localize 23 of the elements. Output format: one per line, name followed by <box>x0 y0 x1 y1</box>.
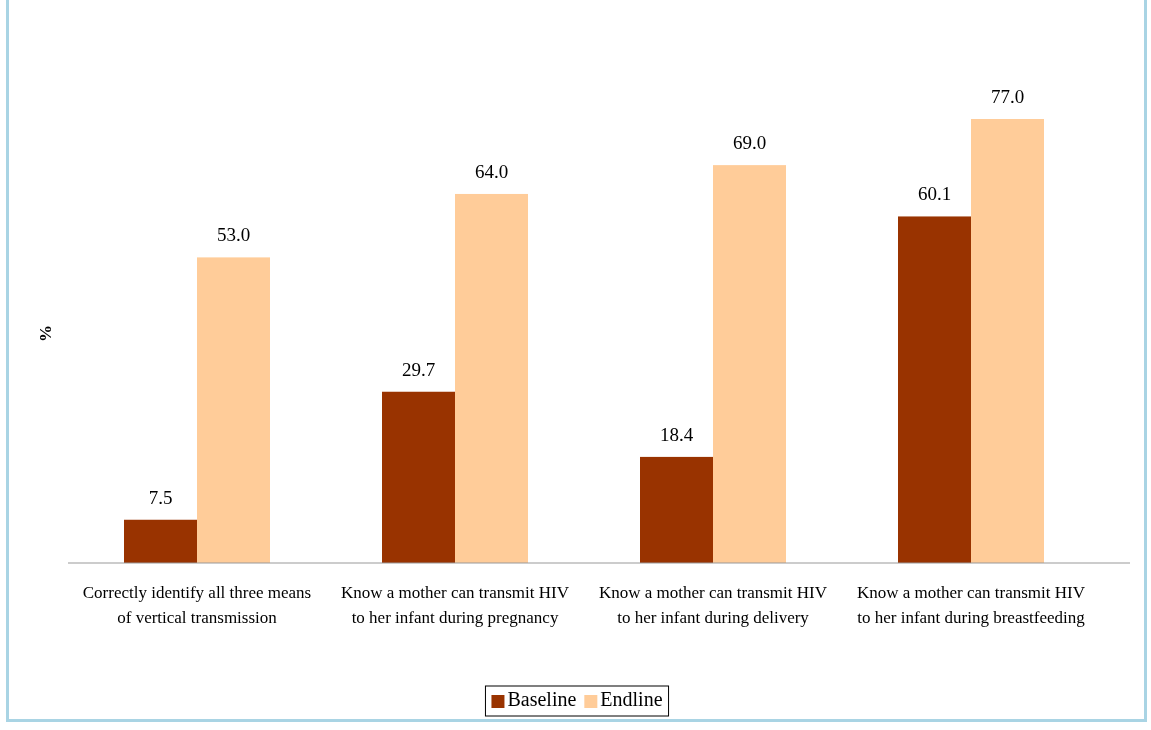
data-label: 18.4 <box>659 423 694 445</box>
data-label: 7.5 <box>148 486 173 508</box>
x-tick-label: Know a mother can transmit HIV to her infant during breastfeeding <box>856 583 1086 627</box>
bar <box>455 193 528 563</box>
x-tick-label: Correctly identify all three means of vertical transmission <box>82 583 312 627</box>
bar <box>713 165 786 563</box>
bar <box>197 257 270 563</box>
bar <box>124 519 197 563</box>
bar <box>898 216 971 563</box>
data-label: 53.0 <box>216 224 251 246</box>
x-tick-label: Know a mother can transmit HIV to her infant during delivery <box>598 583 828 627</box>
data-label: 64.0 <box>474 160 509 182</box>
bar <box>640 456 713 563</box>
data-label: 29.7 <box>401 358 436 380</box>
y-axis-title: % <box>36 325 55 342</box>
data-label: 69.0 <box>732 132 767 154</box>
legend-label: Endline <box>600 688 663 710</box>
x-tick-label: Know a mother can transmit HIV to her infant during pregnancy <box>340 583 570 627</box>
bar <box>382 391 455 563</box>
bar <box>971 119 1044 563</box>
data-label: 60.1 <box>917 183 952 205</box>
data-label: 77.0 <box>990 86 1025 107</box>
legend-label: Baseline <box>507 688 577 710</box>
